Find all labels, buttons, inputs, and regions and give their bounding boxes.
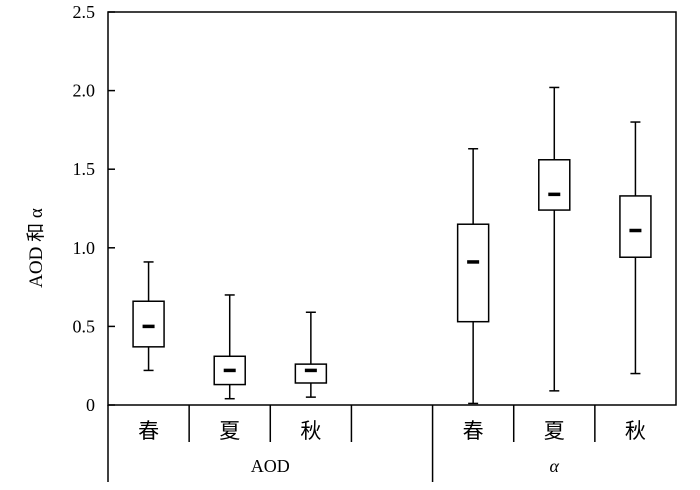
box-aod-2 — [213, 294, 246, 400]
category-label: 春 — [138, 419, 159, 443]
box-iqr — [294, 363, 328, 384]
category-label: 夏 — [544, 419, 565, 443]
y-axis: 0 0.5 1.0 1.5 2.0 2.5 — [73, 2, 115, 415]
box-aod-3 — [294, 311, 328, 398]
plot-border — [107, 11, 677, 406]
box-aod-1 — [132, 261, 165, 372]
category-label: 秋 — [300, 419, 321, 443]
box-iqr — [132, 300, 165, 348]
box-alpha-1 — [456, 148, 490, 405]
box-iqr — [456, 223, 490, 323]
group-label-aod: AOD — [251, 456, 290, 476]
box-iqr — [538, 159, 571, 211]
box-series — [132, 86, 652, 405]
y-tick-label: 0.5 — [73, 316, 96, 336]
box-alpha-2 — [538, 86, 571, 392]
box-alpha-3 — [619, 121, 652, 375]
x-axis: 春 夏 秋 春 夏 秋 AOD α — [107, 405, 646, 482]
group-label-alpha: α — [550, 456, 560, 476]
category-label: 夏 — [219, 419, 240, 443]
y-tick-label: 1.5 — [73, 159, 96, 179]
y-tick-label: 1.0 — [73, 238, 96, 258]
y-tick-label: 2.5 — [73, 2, 96, 22]
y-axis-label: AOD 和 α — [25, 208, 47, 288]
category-label: 秋 — [625, 419, 646, 443]
plot-frame — [107, 11, 677, 406]
y-tick-label: 0 — [86, 395, 95, 415]
y-tick-label: 2.0 — [73, 81, 96, 101]
box-iqr — [619, 195, 652, 258]
category-label: 春 — [463, 419, 484, 443]
